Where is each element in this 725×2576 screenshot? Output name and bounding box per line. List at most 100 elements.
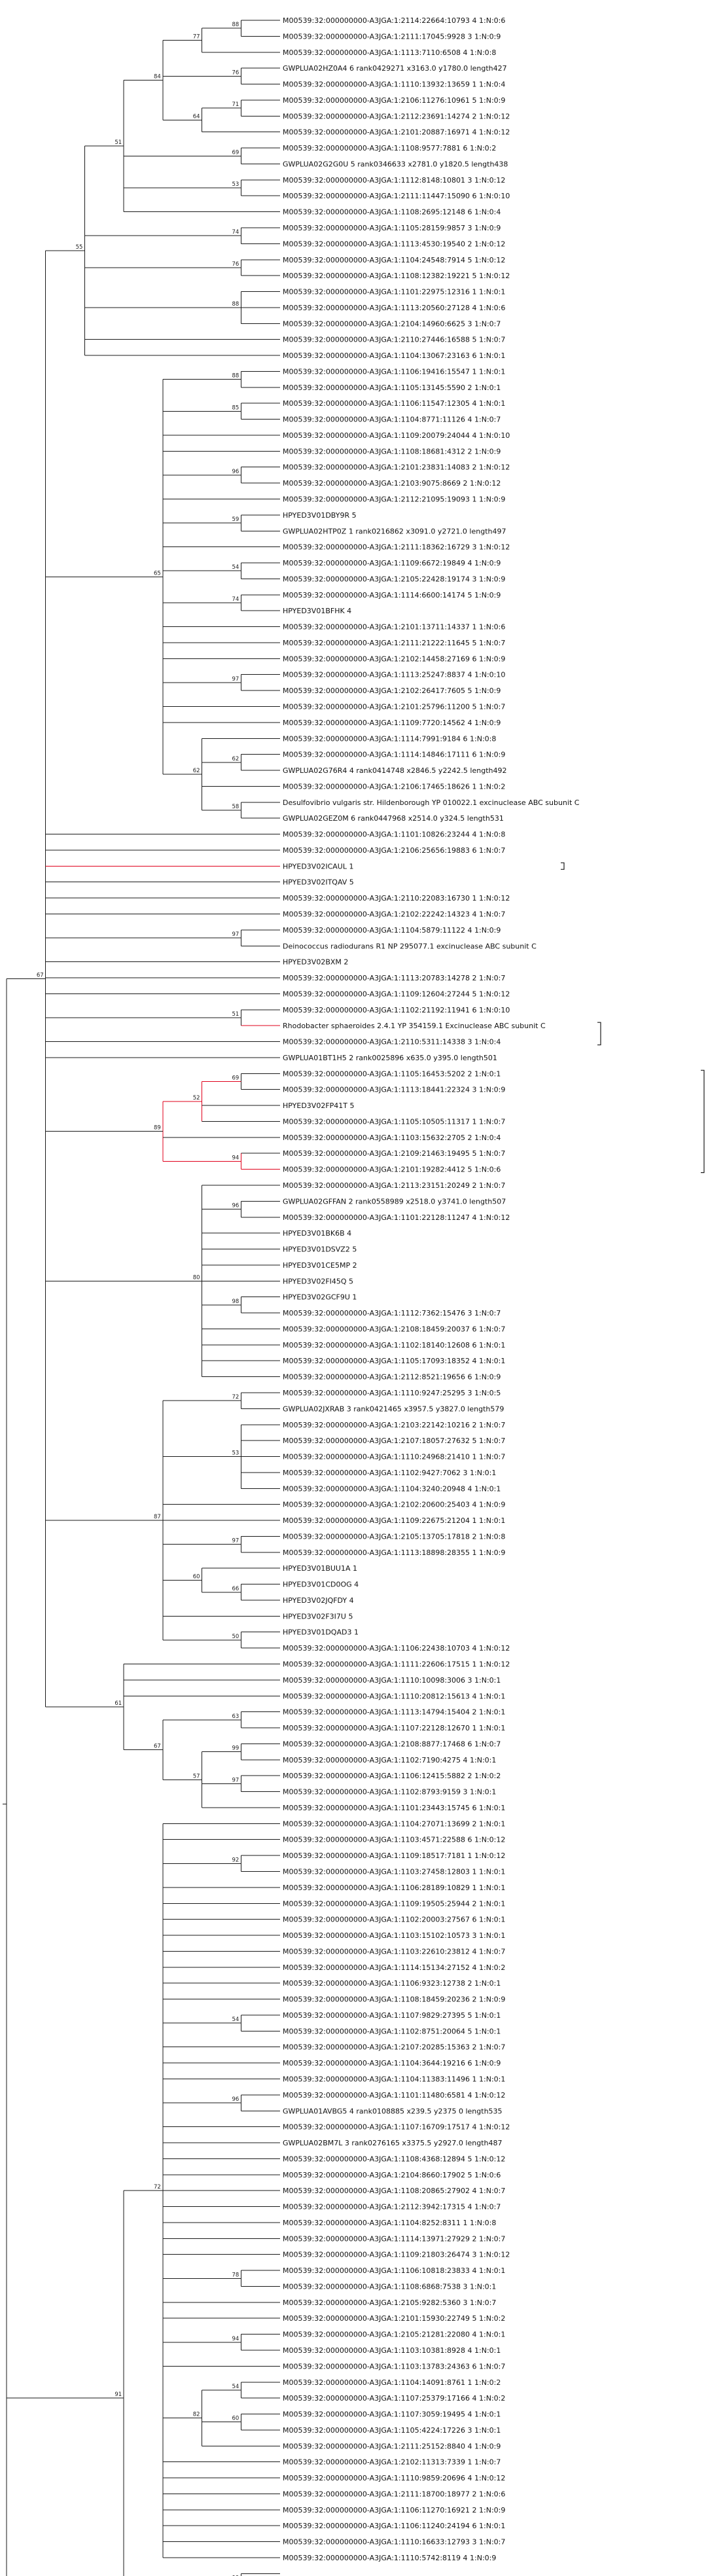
bootstrap-value: 60 (232, 2416, 239, 2422)
tip-label: Rhodobacter sphaeroides 2.4.1 YP 354159.… (283, 1022, 546, 1030)
tip-label: M00539:32:000000000-A3JGA:1:2102:11313:7… (283, 2458, 501, 2467)
tip-label: M00539:32:000000000-A3JGA:1:2102:22242:1… (283, 910, 505, 918)
bootstrap-value: 71 (232, 101, 239, 108)
tip-label: M00539:32:000000000-A3JGA:1:1110:24968:2… (283, 1453, 505, 1461)
tip-label: M00539:32:000000000-A3JGA:1:1104:8771:11… (283, 416, 501, 424)
tip-label: M00539:32:000000000-A3JGA:1:1108:20865:2… (283, 2187, 505, 2195)
tip-label: M00539:32:000000000-A3JGA:1:1105:16453:5… (283, 1069, 501, 1078)
tip-label: M00539:32:000000000-A3JGA:1:2102:14458:2… (283, 654, 505, 663)
tip-label: M00539:32:000000000-A3JGA:1:1109:21803:2… (283, 2251, 510, 2259)
bootstrap-value: 99 (232, 2575, 239, 2576)
tip-label: M00539:32:000000000-A3JGA:1:1109:12604:2… (283, 990, 510, 998)
tip-label: M00539:32:000000000-A3JGA:1:1106:19416:1… (283, 367, 505, 376)
bootstrap-value: 96 (232, 1203, 239, 1209)
bootstrap-value: 69 (232, 1075, 239, 1082)
bootstrap-value: 57 (193, 1773, 200, 1780)
tip-label: M00539:32:000000000-A3JGA:1:1108:12382:1… (283, 272, 510, 280)
tip-label: M00539:32:000000000-A3JGA:1:2111:25152:8… (283, 2442, 501, 2450)
tip-label: M00539:32:000000000-A3JGA:1:1113:14794:1… (283, 1708, 505, 1717)
bootstrap-value: 89 (154, 1125, 161, 1132)
bootstrap-value: 85 (232, 404, 239, 411)
bootstrap-value: 84 (154, 73, 161, 80)
bootstrap-value: 77 (193, 33, 200, 40)
tip-label: M00539:32:000000000-A3JGA:1:1105:28159:9… (283, 224, 501, 232)
tip-label: HPYED3V02FP41T 5 (283, 1101, 355, 1110)
bootstrap-value: 67 (37, 973, 44, 979)
tip-label: M00539:32:000000000-A3JGA:1:2101:13711:1… (283, 623, 505, 632)
tip-label: M00539:32:000000000-A3JGA:1:1102:7190:42… (283, 1756, 496, 1764)
bootstrap-value: 97 (232, 1777, 239, 1783)
bootstrap-values: 88 77 76 71 64 84 69 53 51 74 76 88 55 88 85 96 59 54 74 97… (37, 22, 239, 2576)
tip-label: M00539:32:000000000-A3JGA:1:1104:14091:8… (283, 2378, 501, 2387)
tip-label: M00539:32:000000000-A3JGA:1:2101:19282:4… (283, 1166, 501, 1174)
bootstrap-value: 97 (232, 931, 239, 938)
tip-label: M00539:32:000000000-A3JGA:1:2102:26417:7… (283, 687, 501, 695)
tip-label: M00539:32:000000000-A3JGA:1:2113:23151:2… (283, 1181, 505, 1190)
bootstrap-value: 51 (232, 1011, 239, 1018)
tip-label: M00539:32:000000000-A3JGA:1:1107:16709:1… (283, 2123, 510, 2132)
tip-label: M00539:32:000000000-A3JGA:1:2103:9075:86… (283, 479, 501, 488)
tip-label: M00539:32:000000000-A3JGA:1:1105:4224:17… (283, 2426, 501, 2435)
tip-label: M00539:32:000000000-A3JGA:1:1103:15632:2… (283, 1134, 501, 1142)
tip-label: M00539:32:000000000-A3JGA:1:1108:4368:12… (283, 2155, 505, 2163)
tip-label: M00539:32:000000000-A3JGA:1:1104:11383:1… (283, 2075, 505, 2083)
bootstrap-value: 96 (232, 2096, 239, 2103)
tip-label: HPYED3V02F3I7U 5 (283, 1612, 353, 1620)
bootstrap-value: 63 (232, 1713, 239, 1720)
tip-label: M00539:32:000000000-A3JGA:1:2105:13705:1… (283, 1532, 505, 1541)
bootstrap-value: 88 (232, 22, 239, 28)
tip-label: M00539:32:000000000-A3JGA:1:1105:10505:1… (283, 1117, 505, 1126)
bootstrap-value: 54 (232, 2384, 239, 2390)
tip-label: M00539:32:000000000-A3JGA:1:1108:18681:4… (283, 447, 501, 456)
tip-label: M00539:32:000000000-A3JGA:1:1106:12415:5… (283, 1772, 501, 1780)
tip-label: M00539:32:000000000-A3JGA:1:1102:21192:1… (283, 1006, 510, 1014)
bootstrap-value: 66 (232, 1586, 239, 1592)
tip-label: M00539:32:000000000-A3JGA:1:2107:20285:1… (283, 2043, 505, 2052)
tip-label: M00539:32:000000000-A3JGA:1:2105:9282:53… (283, 2299, 496, 2307)
tip-label: M00539:32:000000000-A3JGA:1:2106:25656:1… (283, 846, 505, 855)
clade-bracket (561, 862, 565, 870)
bootstrap-value: 74 (232, 229, 239, 236)
bootstrap-value: 50 (232, 1634, 239, 1640)
tip-label: M00539:32:000000000-A3JGA:1:1114:6600:14… (283, 591, 501, 599)
tip-label: GWPLUA02G2G0U 5 rank0346633 x2781.0 y182… (283, 160, 508, 168)
tip-label: Desulfovibrio vulgaris str. Hildenboroug… (283, 798, 580, 807)
tip-label: M00539:32:000000000-A3JGA:1:2111:21222:1… (283, 639, 505, 647)
tip-label: HPYED3V01DBY9R 5 (283, 511, 357, 520)
tip-label: M00539:32:000000000-A3JGA:1:1108:9577:78… (283, 144, 496, 152)
tip-label: M00539:32:000000000-A3JGA:1:1110:10098:3… (283, 1676, 501, 1685)
tip-label: M00539:32:000000000-A3JGA:1:1103:10381:8… (283, 2346, 501, 2355)
bootstrap-value: 94 (232, 1154, 239, 1161)
tip-label: M00539:32:000000000-A3JGA:1:1113:20783:1… (283, 974, 505, 982)
tip-label: M00539:32:000000000-A3JGA:1:1111:22606:1… (283, 1660, 510, 1669)
tip-label: M00539:32:000000000-A3JGA:1:2112:3942:17… (283, 2203, 501, 2211)
tip-label: M00539:32:000000000-A3JGA:1:1113:25247:8… (283, 671, 505, 679)
tip-label: GWPLUA02HTP0Z 1 rank0216862 x3091.0 y272… (283, 527, 506, 535)
bootstrap-value: 80 (193, 1274, 200, 1281)
tip-label: M00539:32:000000000-A3JGA:1:1110:16633:1… (283, 2538, 505, 2547)
tip-label: GWPLUA01BT1H5 2 rank0025896 x635.0 y395.… (283, 1054, 497, 1062)
tip-label: M00539:32:000000000-A3JGA:1:1114:15134:2… (283, 1963, 505, 1972)
bootstrap-value: 97 (232, 676, 239, 683)
tip-label: M00539:32:000000000-A3JGA:1:2112:23691:1… (283, 112, 510, 120)
bootstrap-value: 78 (232, 2272, 239, 2278)
tip-label: HPYED3V02GCF9U 1 (283, 1293, 357, 1302)
tip-label: M00539:32:000000000-A3JGA:1:1108:18459:2… (283, 1995, 505, 2004)
tip-label: M00539:32:000000000-A3JGA:1:2103:22142:1… (283, 1421, 505, 1429)
tip-label: M00539:32:000000000-A3JGA:1:2102:20600:2… (283, 1501, 505, 1509)
tip-label: HPYED3V01CD0OG 4 (283, 1581, 359, 1589)
bootstrap-value: 62 (193, 768, 200, 774)
tip-label: M00539:32:000000000-A3JGA:1:1108:6868:75… (283, 2282, 496, 2291)
bootstrap-value: 53 (232, 1450, 239, 1457)
tip-label: M00539:32:000000000-A3JGA:1:2105:21281:2… (283, 2331, 505, 2339)
tip-label: GWPLUA02GEZ0M 6 rank0447968 x2514.0 y324… (283, 814, 504, 823)
bootstrap-value: 58 (232, 804, 239, 810)
tip-label: M00539:32:000000000-A3JGA:1:2109:21463:1… (283, 1149, 505, 1158)
tip-label: M00539:32:000000000-A3JGA:1:2106:17465:1… (283, 782, 505, 791)
tip-label: M00539:32:000000000-A3JGA:1:2101:23831:1… (283, 463, 510, 472)
tip-label: M00539:32:000000000-A3JGA:1:2111:18362:1… (283, 543, 510, 552)
tip-label: M00539:32:000000000-A3JGA:1:1113:20560:2… (283, 304, 505, 312)
tip-label: M00539:32:000000000-A3JGA:1:2106:11276:1… (283, 96, 505, 105)
bootstrap-value: 72 (154, 2184, 161, 2191)
